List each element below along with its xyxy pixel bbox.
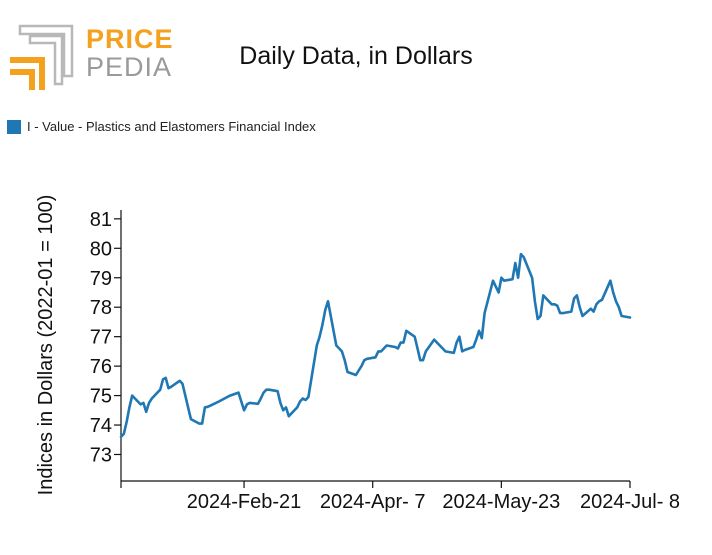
legend-label: I - Value - Plastics and Elastomers Fina… <box>27 119 316 134</box>
y-tick-label: 81 <box>90 209 112 231</box>
y-tick-label: 76 <box>90 356 112 378</box>
y-tick-label: 78 <box>90 297 112 319</box>
y-axis-label: Indices in Dollars (2022-01 = 100) <box>35 195 57 496</box>
series-line-0 <box>119 252 632 439</box>
y-tick-label: 73 <box>90 444 112 466</box>
x-tick-label: 2024-Apr- 7 <box>320 491 426 513</box>
legend-swatch <box>7 119 21 134</box>
logo-word-price: PRICE <box>86 24 174 54</box>
chart-legend: I - Value - Plastics and Elastomers Fina… <box>7 119 316 134</box>
y-tick-label: 80 <box>90 238 112 260</box>
chart-title: Daily Data, in Dollars <box>239 42 473 70</box>
pricepedia-logo: PRICE PEDIA <box>8 22 173 92</box>
logo-word-pedia: PEDIA <box>86 52 173 82</box>
chart-series-layer <box>119 252 632 439</box>
y-tick-label: 77 <box>90 327 112 349</box>
logo-mark <box>10 24 74 90</box>
x-tick-label: 2024-Jul- 8 <box>580 491 680 513</box>
x-tick-label: 2024-May-23 <box>442 491 560 513</box>
x-tick-label: 2024-Feb-21 <box>187 491 302 513</box>
y-tick-label: 79 <box>90 268 112 290</box>
y-tick-label: 75 <box>90 386 112 408</box>
y-tick-label: 74 <box>90 415 112 437</box>
chart-axes: 73 74 75 76 77 78 79 80 81 2024-Feb-21 2024-Apr- 7… <box>35 195 680 513</box>
